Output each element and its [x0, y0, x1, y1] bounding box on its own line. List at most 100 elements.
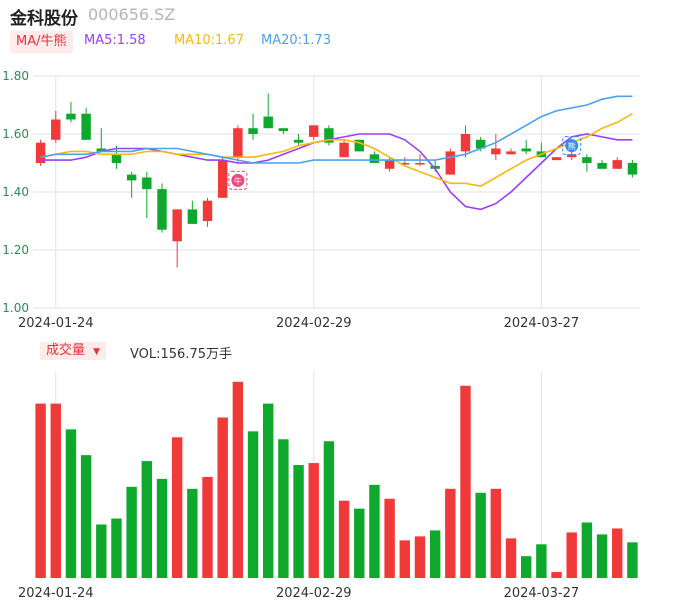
candle [354, 139, 364, 152]
candle [460, 134, 471, 152]
volume-bar [156, 478, 168, 578]
candle [293, 139, 304, 143]
volume-bar [293, 465, 304, 578]
candle [384, 160, 395, 169]
candle [263, 116, 273, 129]
volume-bar [126, 486, 137, 578]
x-tick-label: 2024-03-27 [504, 316, 580, 331]
volume-bar [323, 441, 335, 578]
chevron-down-icon: ▼ [93, 347, 101, 357]
volume-bar [596, 534, 608, 578]
volume-bar [460, 385, 471, 578]
ma-indicator-selector[interactable]: MA/牛熊 [10, 31, 73, 53]
candle [582, 157, 592, 163]
candle [339, 142, 349, 158]
stock-name: 金科股份 [10, 9, 78, 29]
candle [551, 157, 562, 161]
candle [430, 165, 440, 169]
bear-marker-icon-label: 熊 [568, 141, 576, 151]
volume-bar [399, 540, 410, 578]
bull-marker-icon-dot [231, 173, 245, 187]
candle [202, 200, 213, 221]
candle [233, 128, 243, 158]
candle [324, 128, 334, 143]
candle [475, 139, 486, 149]
y-tick-label: 1.00 [2, 301, 29, 315]
ma5-line [40, 133, 633, 211]
candle [278, 128, 289, 132]
x-tick-label: 2024-01-24 [18, 586, 94, 601]
candle [217, 160, 228, 198]
volume-bar [566, 532, 577, 578]
candle [612, 160, 622, 169]
volume-indicator-selector[interactable]: 成交量 ▼ [40, 342, 107, 360]
volume-bar [490, 488, 502, 578]
volume-bar [96, 524, 107, 578]
candle [142, 177, 152, 190]
x-tick-label: 2024-01-24 [18, 316, 94, 331]
volume-bar [111, 518, 122, 578]
volume-bar [65, 429, 77, 578]
volume-bar [445, 488, 456, 578]
volume-value: VOL:156.75万手 [130, 347, 233, 362]
candle [521, 148, 531, 152]
y-tick-label: 1.60 [2, 127, 29, 141]
volume-bar [612, 528, 623, 578]
ma10-legend: MA10:1.67 [174, 33, 244, 48]
candle [400, 163, 410, 165]
volume-bar [414, 536, 426, 578]
volume-bar [551, 572, 562, 578]
candle [567, 154, 577, 158]
ma20-legend: MA20:1.73 [261, 33, 331, 48]
volume-bar [80, 455, 92, 578]
volume-bar [187, 488, 198, 578]
candle [157, 189, 167, 230]
volume-bar [354, 508, 365, 578]
candle [35, 142, 46, 163]
volume-bar [50, 403, 61, 578]
volume-bar [384, 498, 395, 578]
volume-bar [247, 431, 259, 578]
candle [51, 119, 61, 140]
candle [415, 163, 425, 165]
y-tick-label: 1.80 [2, 69, 29, 83]
candle [445, 151, 456, 175]
candle [96, 148, 106, 152]
candle [627, 163, 638, 175]
candle [126, 174, 137, 181]
candle [66, 113, 76, 120]
bull-marker-icon-label: 牛 [234, 176, 242, 186]
volume-bar [35, 403, 46, 578]
volume-bar [308, 463, 319, 578]
volume-bar [232, 381, 244, 578]
volume-bar [369, 484, 380, 578]
volume-bar [536, 544, 547, 578]
candle [506, 151, 516, 155]
volume-bar [429, 530, 441, 578]
bear-marker-icon-frame [562, 136, 582, 156]
bull-marker-icon-frame [228, 170, 248, 190]
candle [491, 148, 501, 155]
bear-marker-icon: 熊 [562, 136, 582, 156]
candle [597, 163, 607, 169]
volume-bar [141, 461, 153, 578]
bull-marker-icon: 牛 [228, 170, 248, 190]
volume-bar [338, 500, 350, 578]
candle [81, 113, 91, 140]
volume-bar [520, 556, 532, 578]
volume-bar [171, 437, 183, 578]
y-tick-label: 1.20 [2, 243, 29, 257]
ma20-line [40, 95, 633, 164]
bear-marker-icon-dot [565, 139, 579, 153]
candle [369, 154, 380, 163]
x-tick-label: 2024-03-27 [504, 586, 580, 601]
candle [309, 125, 319, 137]
ma5-legend: MA5:1.58 [84, 33, 146, 48]
volume-bar [475, 492, 486, 578]
candle [111, 154, 122, 163]
volume-bar [278, 439, 289, 578]
volume-bar [263, 403, 274, 578]
candle [248, 128, 258, 134]
y-tick-label: 1.40 [2, 185, 29, 199]
